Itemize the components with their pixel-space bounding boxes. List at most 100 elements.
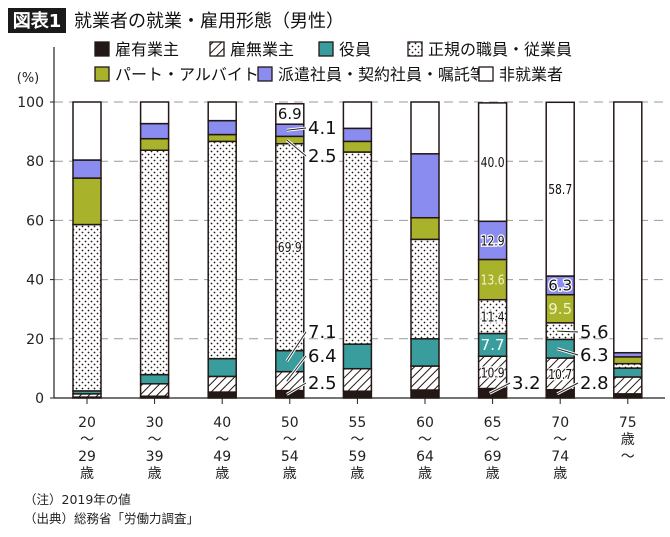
data-label: 13.6	[481, 274, 505, 289]
legend-swatch-4	[94, 66, 110, 82]
x-tick-label: 50	[281, 415, 299, 431]
x-tick-label: 歳	[80, 466, 94, 482]
bar-segment-0	[207, 391, 237, 399]
bar-55	[342, 101, 373, 399]
bar-segment-5	[72, 159, 102, 179]
footnote-note: （注）2019年の値	[24, 492, 131, 507]
bar-segment-1	[477, 355, 508, 390]
x-tick-label: 〜	[215, 432, 229, 448]
x-tick-label: 〜	[80, 432, 94, 448]
data-label: 2.5	[308, 146, 337, 167]
bar-segment-1	[410, 365, 440, 391]
data-label: 10.7	[548, 368, 572, 383]
data-label: 9.5	[548, 300, 572, 318]
leader-line	[286, 139, 307, 157]
x-tick-label: 75	[619, 415, 637, 431]
bar-segment-3	[342, 151, 373, 345]
x-axis-labels: 20〜29歳30〜39歳40〜49歳50〜54歳55〜59歳60〜64歳65〜6…	[78, 415, 637, 482]
x-tick-label: 歳	[486, 466, 500, 482]
x-tick-label: 59	[348, 449, 366, 465]
legend-swatch-0	[94, 41, 110, 57]
bar-40	[207, 101, 237, 399]
bar-segment-6	[613, 101, 643, 354]
bar-segment-0	[342, 390, 373, 399]
bar-segment-3	[139, 149, 170, 376]
bar-segment-6	[410, 101, 440, 155]
data-label: 58.7	[548, 183, 572, 198]
x-tick-label: 歳	[621, 432, 635, 448]
bar-segment-6	[342, 101, 373, 130]
bar-segment-6	[275, 103, 305, 125]
legend-label-0: 雇有業主	[115, 40, 179, 59]
y-tick-label-100: 100	[17, 95, 44, 111]
y-tick-label-0: 0	[35, 391, 44, 407]
x-tick-label: 74	[551, 449, 569, 465]
x-tick-label: 49	[213, 449, 231, 465]
leader-line	[557, 348, 579, 356]
x-tick-label: 歳	[283, 466, 297, 482]
leader-line	[286, 331, 307, 362]
data-label: 2.8	[580, 373, 609, 394]
bar-75	[613, 101, 643, 399]
x-tick-label: 40	[213, 415, 231, 431]
bar-segment-2	[342, 343, 373, 370]
bar-segment-2	[207, 357, 237, 378]
x-tick-label: 〜	[418, 432, 432, 448]
legend-label-5: 派遣社員・契約社員・嘱託等	[278, 65, 486, 84]
bar-segment-1	[613, 376, 643, 395]
y-axis-unit: (%)	[17, 71, 40, 86]
data-label: 7.1	[308, 322, 337, 343]
x-tick-label: 歳	[148, 466, 162, 482]
x-tick-label: 歳	[418, 466, 432, 482]
bar-segment-4	[139, 137, 170, 151]
x-tick-label: 64	[416, 449, 434, 465]
data-label: 11.4	[481, 311, 505, 326]
bar-segment-1	[139, 383, 170, 397]
bar-segment-4	[207, 133, 237, 143]
data-label: 3.2	[512, 373, 541, 394]
footnote-source: （出典）総務省「労働力調査」	[24, 511, 199, 526]
bar-30	[139, 101, 170, 399]
leader-line	[556, 382, 579, 395]
x-tick-label: 歳	[553, 466, 567, 482]
y-tick-label-40: 40	[26, 273, 44, 289]
x-tick-label: 30	[146, 415, 164, 431]
leader-line	[557, 330, 579, 333]
legend-swatch-1	[209, 41, 225, 57]
bar-60	[410, 101, 440, 399]
leader-line	[489, 382, 511, 394]
data-label: 6.4	[308, 346, 337, 367]
bar-segment-2	[410, 338, 440, 367]
x-tick-label: 〜	[553, 432, 567, 448]
bar-segment-5	[410, 153, 440, 219]
data-label: 6.9	[278, 105, 302, 123]
bar-segment-4	[72, 177, 102, 226]
legend-swatch-5	[257, 66, 273, 82]
bars	[72, 101, 643, 404]
x-tick-label: 歳	[215, 466, 229, 482]
data-label: 69.9	[278, 241, 302, 256]
bar-segment-5	[139, 122, 170, 140]
bar-segment-3	[275, 142, 305, 352]
x-tick-label: 65	[484, 415, 502, 431]
bar-segment-2	[613, 367, 643, 378]
figure-badge: 図表1	[13, 10, 62, 32]
bar-segment-1	[342, 367, 373, 392]
data-label: 2.5	[308, 373, 337, 394]
bar-segment-6	[207, 101, 237, 122]
y-tick-label-80: 80	[26, 154, 44, 170]
x-tick-label: 歳	[350, 466, 364, 482]
bar-segment-6	[139, 101, 170, 125]
data-label: 4.1	[308, 118, 337, 139]
data-label: 7.7	[481, 336, 505, 354]
x-tick-label: 69	[484, 449, 502, 465]
legend-swatch-2	[318, 41, 334, 57]
legend-label-4: パート・アルバイト	[115, 65, 259, 84]
bar-segment-3	[207, 140, 237, 360]
legend-label-3: 正規の職員・従業員	[428, 40, 572, 59]
bar-segment-5	[207, 119, 237, 136]
bar-segment-3	[72, 223, 102, 392]
data-label: 12.9	[481, 234, 505, 249]
leader-line	[286, 382, 307, 395]
